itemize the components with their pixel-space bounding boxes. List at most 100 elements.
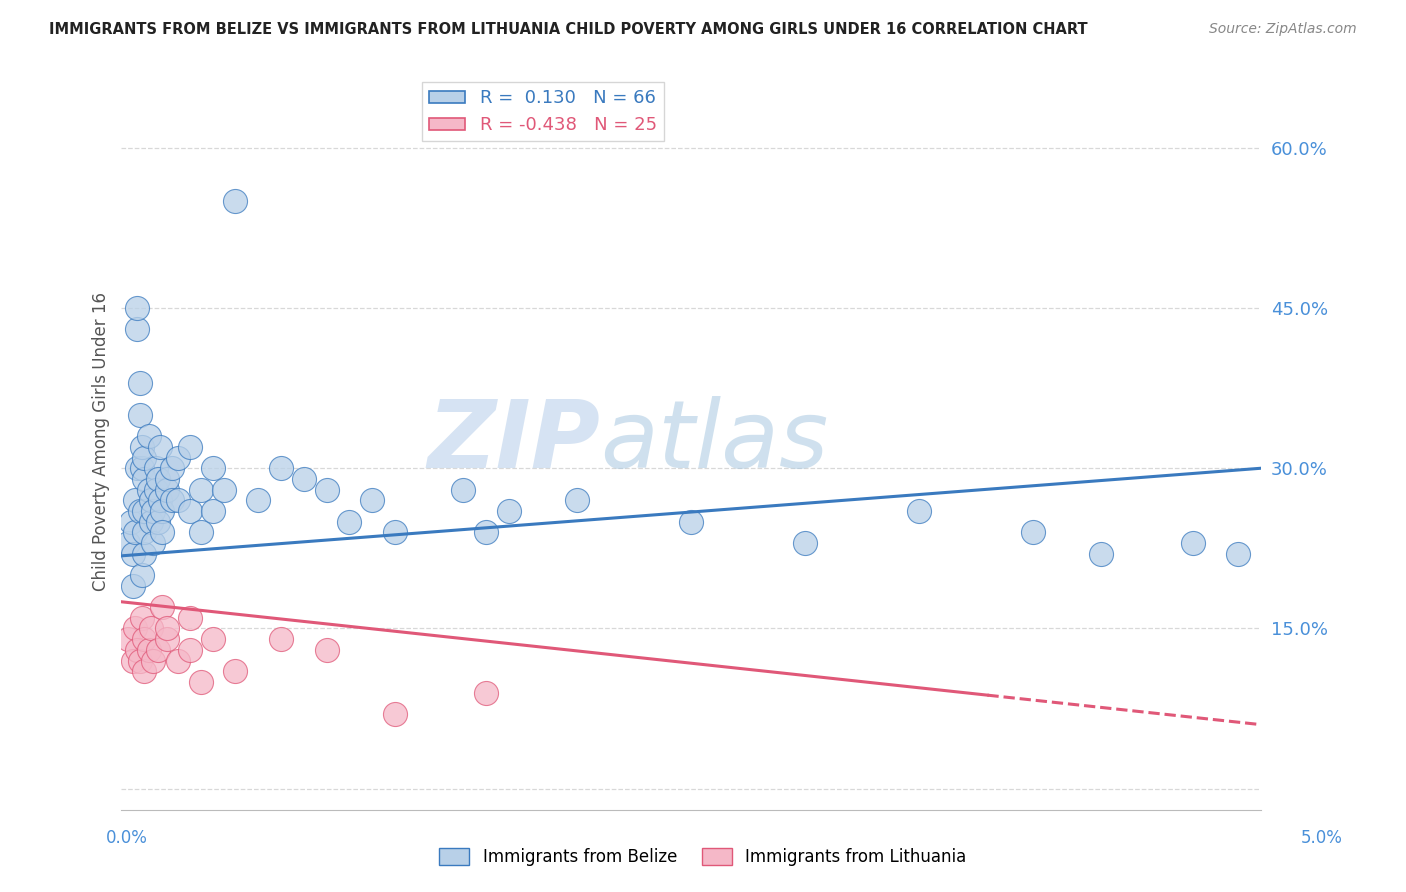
Point [315, 643, 337, 657]
Point [121, 654, 143, 668]
Point [139, 622, 162, 636]
Y-axis label: Child Poverty Among Girls Under 16: Child Poverty Among Girls Under 16 [93, 292, 110, 591]
Point [134, 664, 156, 678]
Point [152, 600, 174, 615]
Point [337, 515, 360, 529]
Point [167, 493, 190, 508]
Point [134, 632, 156, 647]
Point [121, 547, 143, 561]
Point [139, 493, 162, 508]
Point [451, 483, 474, 497]
Point [128, 408, 150, 422]
Point [128, 504, 150, 518]
Point [475, 525, 498, 540]
Point [270, 632, 292, 647]
Point [160, 493, 183, 508]
Point [498, 504, 520, 518]
Point [121, 579, 143, 593]
Point [152, 504, 174, 518]
Point [201, 504, 224, 518]
Point [131, 611, 153, 625]
Point [124, 525, 146, 540]
Point [127, 322, 149, 336]
Point [134, 525, 156, 540]
Point [145, 461, 167, 475]
Point [179, 611, 201, 625]
Point [124, 622, 146, 636]
Point [201, 461, 224, 475]
Point [138, 483, 160, 497]
Point [134, 504, 156, 518]
Text: Source: ZipAtlas.com: Source: ZipAtlas.com [1209, 22, 1357, 37]
Point [681, 515, 703, 529]
Point [179, 440, 201, 454]
Point [292, 472, 315, 486]
Point [146, 472, 169, 486]
Point [142, 654, 165, 668]
Point [124, 493, 146, 508]
Point [167, 450, 190, 465]
Text: atlas: atlas [600, 396, 828, 487]
Point [201, 632, 224, 647]
Point [142, 536, 165, 550]
Point [384, 706, 406, 721]
Point [908, 504, 931, 518]
Point [127, 301, 149, 315]
Point [1181, 536, 1204, 550]
Point [149, 493, 172, 508]
Point [134, 547, 156, 561]
Point [138, 643, 160, 657]
Point [567, 493, 589, 508]
Point [156, 622, 179, 636]
Point [247, 493, 270, 508]
Text: ZIP: ZIP [427, 395, 600, 488]
Point [127, 461, 149, 475]
Text: 0.0%: 0.0% [105, 829, 148, 847]
Point [142, 504, 165, 518]
Point [167, 654, 190, 668]
Point [794, 536, 817, 550]
Point [1022, 525, 1045, 540]
Point [117, 632, 139, 647]
Point [127, 643, 149, 657]
Point [1227, 547, 1250, 561]
Point [156, 472, 179, 486]
Point [156, 632, 179, 647]
Point [361, 493, 384, 508]
Point [156, 483, 179, 497]
Point [117, 536, 139, 550]
Text: 5.0%: 5.0% [1301, 829, 1343, 847]
Point [384, 525, 406, 540]
Point [134, 472, 156, 486]
Point [128, 376, 150, 390]
Legend: R =  0.130   N = 66, R = -0.438   N = 25: R = 0.130 N = 66, R = -0.438 N = 25 [422, 82, 664, 142]
Point [131, 440, 153, 454]
Point [131, 568, 153, 582]
Point [160, 461, 183, 475]
Point [270, 461, 292, 475]
Point [149, 440, 172, 454]
Point [224, 664, 246, 678]
Point [152, 525, 174, 540]
Point [190, 525, 212, 540]
Point [190, 483, 212, 497]
Point [145, 483, 167, 497]
Point [224, 194, 246, 209]
Point [128, 654, 150, 668]
Point [212, 483, 235, 497]
Point [179, 504, 201, 518]
Point [131, 461, 153, 475]
Point [120, 515, 142, 529]
Point [475, 685, 498, 699]
Point [315, 483, 337, 497]
Point [138, 429, 160, 443]
Point [179, 643, 201, 657]
Legend: Immigrants from Belize, Immigrants from Lithuania: Immigrants from Belize, Immigrants from … [433, 841, 973, 873]
Point [1090, 547, 1112, 561]
Point [139, 515, 162, 529]
Point [134, 450, 156, 465]
Point [146, 643, 169, 657]
Point [190, 674, 212, 689]
Point [146, 515, 169, 529]
Text: IMMIGRANTS FROM BELIZE VS IMMIGRANTS FROM LITHUANIA CHILD POVERTY AMONG GIRLS UN: IMMIGRANTS FROM BELIZE VS IMMIGRANTS FRO… [49, 22, 1088, 37]
